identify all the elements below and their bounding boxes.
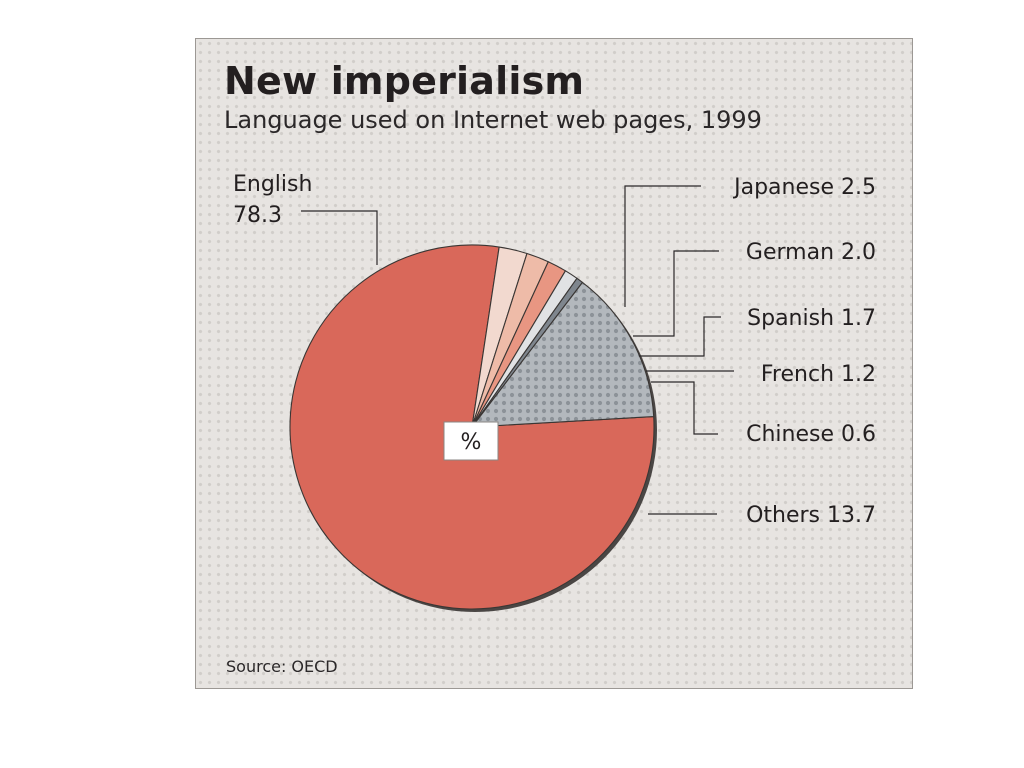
leader-line-chinese — [651, 381, 718, 435]
chart-panel: New imperialism Language used on Interne… — [195, 38, 913, 689]
label-others: Others 13.7 — [746, 503, 876, 528]
pie-chart: English 78.3 Japanese 2.5 German 2.0 Spanish… — [233, 172, 876, 612]
unit-label: % — [461, 430, 482, 455]
label-german: German 2.0 — [746, 240, 876, 265]
chart-subtitle: Language used on Internet web pages, 199… — [224, 106, 762, 134]
unit-box — [443, 421, 499, 461]
leader-line-english — [301, 210, 378, 265]
label-japanese: Japanese 2.5 — [732, 175, 876, 200]
chart-title: New imperialism — [224, 59, 585, 103]
pie-slice-english — [289, 244, 655, 610]
source-note: Source: OECD — [226, 657, 338, 676]
leader-line-spanish — [639, 316, 721, 357]
label-english-line-1: English — [233, 172, 312, 197]
label-spanish: Spanish 1.7 — [747, 306, 876, 331]
pie-slice-others — [471, 281, 655, 428]
leader-line-japanese — [624, 185, 701, 307]
label-english-line-2: 78.3 — [233, 203, 282, 228]
label-chinese: Chinese 0.6 — [746, 422, 876, 447]
leader-line-german — [633, 250, 719, 337]
label-french: French 1.2 — [761, 362, 876, 387]
